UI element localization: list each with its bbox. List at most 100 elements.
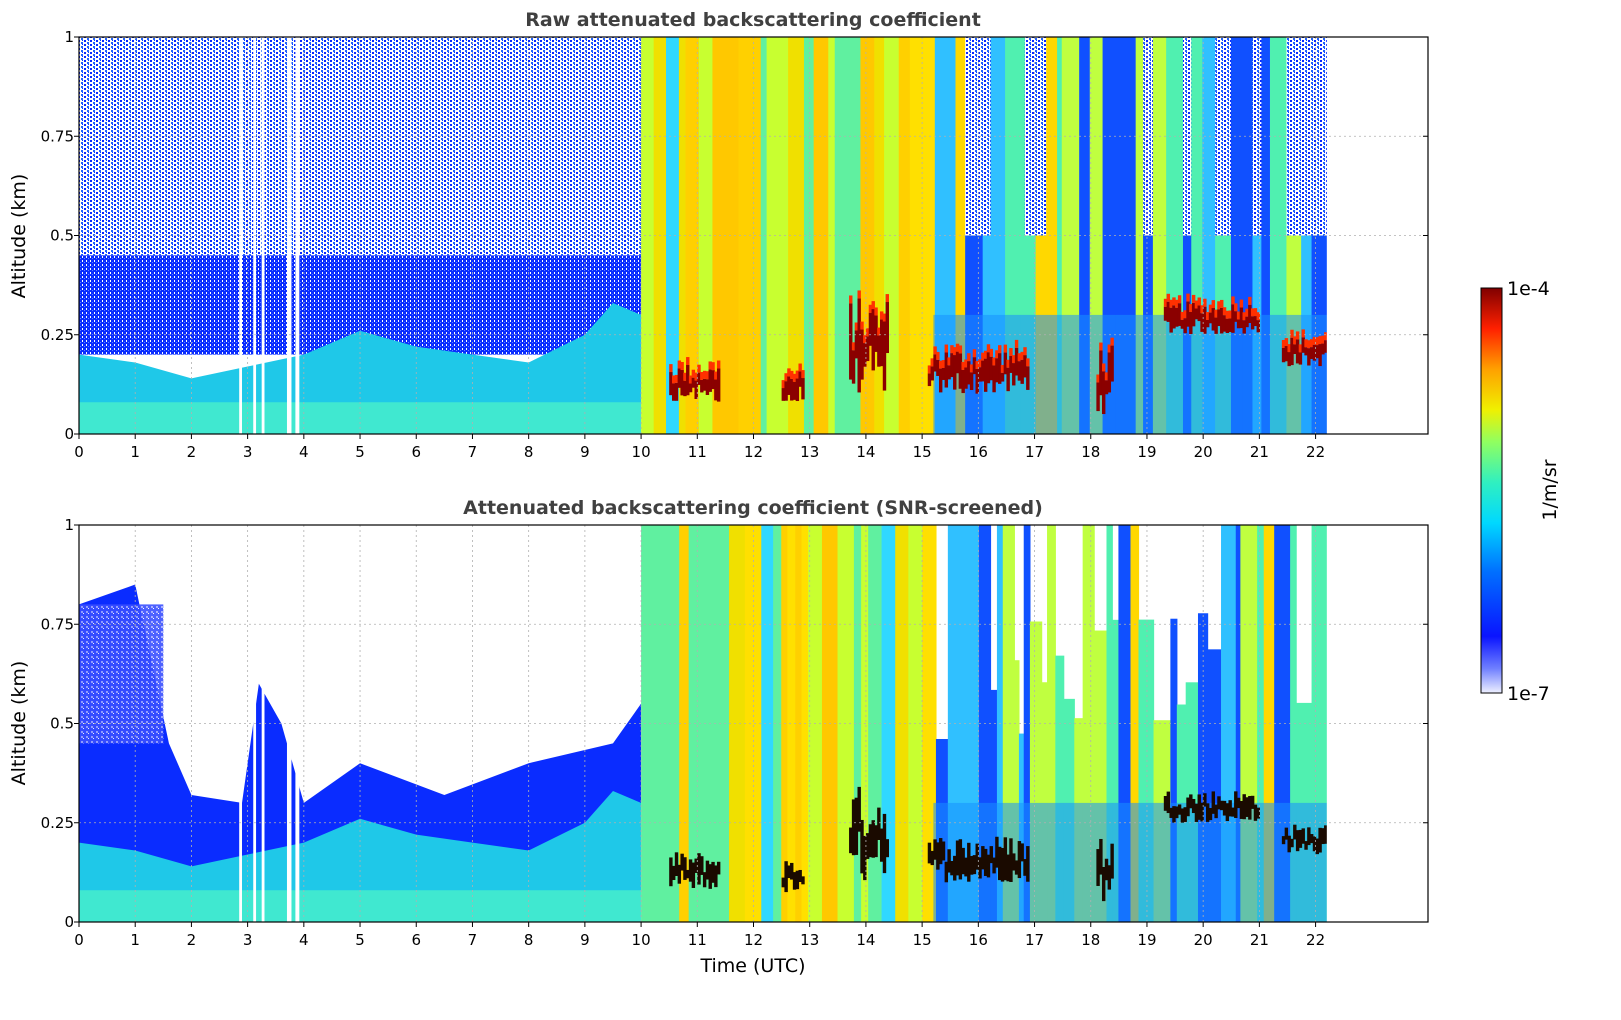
heatmap-column [1170,618,1178,922]
hot-patch [860,819,864,874]
hot-patch [683,380,687,397]
heatmap-column [1191,37,1203,434]
hot-patch-edge [1180,311,1185,320]
hot-patch [708,864,712,889]
hot-patch [1298,829,1303,848]
hot-patch [868,312,873,346]
hot-patch [953,855,957,881]
hot-patch [1211,791,1216,814]
hot-patch-edge [1242,312,1246,321]
heatmap-column [947,37,957,434]
hot-patch-edge [936,351,940,360]
hot-patch [1217,309,1221,327]
hot-patch [1006,367,1010,392]
hot-patch-edge [674,374,679,383]
hot-patch [978,857,982,879]
hot-patch [1012,363,1016,386]
hot-patch [1101,371,1106,415]
heatmap-column [795,525,803,922]
hot-patch [708,369,712,392]
hot-patch [1228,318,1232,332]
hot-patch-edge [671,375,676,384]
hot-patch [1225,803,1230,822]
hot-patch [688,859,693,882]
hot-patch [874,315,878,352]
hot-patch [955,351,960,374]
hot-patch [1298,352,1303,365]
hot-patch [1189,311,1193,335]
hot-patch-edge [1312,336,1317,345]
x-tick-label: 0 [74,443,84,461]
hot-patch [1101,867,1106,902]
heatmap-column [853,525,862,922]
hot-patch-edge [1290,329,1294,338]
hot-patch [1231,304,1235,333]
hot-patch [981,360,985,382]
hot-patch-edge [714,371,718,380]
y-tick-label: 0.75 [41,127,74,145]
hot-patch-edge [1000,364,1005,373]
hot-patch [787,376,791,395]
y-tick-label: 1 [64,516,74,534]
hot-patch [1172,806,1176,823]
x-tick-label: 18 [1081,443,1100,461]
hot-patch [989,356,993,381]
hot-patch [694,380,698,399]
hot-patch [972,357,977,375]
hot-patch-edge [849,295,853,304]
x-tick-label: 4 [299,931,309,949]
hot-patch [795,870,800,890]
hot-patch [1194,308,1199,320]
hot-patch-edge [877,327,881,336]
hot-patch-edge [784,373,788,382]
heatmap-column [641,37,655,434]
hot-patch-edge [1307,340,1311,349]
panel-raw: Raw attenuated backscattering coefficien… [8,9,1429,461]
hot-patch [877,807,881,840]
hot-patch [1014,860,1019,875]
hot-patch [798,869,802,882]
hot-patch [1250,316,1255,330]
hot-patch-edge [863,335,867,344]
hot-patch [1009,838,1013,882]
x-tick-label: 20 [1194,931,1213,949]
hot-patch-edge [669,364,673,373]
data-gap [295,525,300,922]
hot-patch [955,840,960,876]
hot-patch [1287,352,1291,367]
hot-patch [1169,807,1173,818]
hot-patch [1324,825,1328,844]
x-tick-label: 14 [856,443,875,461]
hot-patch [1295,830,1300,852]
x-tick-label: 12 [744,931,763,949]
hot-patch [798,371,802,387]
hot-patch-edge [1172,297,1176,306]
data-gap [295,37,300,434]
hot-patch-edge [1186,293,1190,302]
hot-patch [1312,344,1317,361]
heatmap-column [965,37,971,236]
panel-title: Attenuated backscattering coefficient (S… [463,497,1043,519]
hot-patch [1163,795,1168,811]
hot-patch [1104,858,1109,881]
x-tick-label: 5 [355,931,365,949]
hot-patch-edge [1231,296,1235,305]
hot-patch [1245,797,1249,817]
hot-patch-edge [930,358,934,367]
hot-patch-edge [1214,309,1218,318]
hot-patch [1217,796,1221,810]
hot-patch [854,330,859,359]
heatmap-column [714,525,730,922]
hot-patch [1197,305,1201,322]
hot-patch [1203,306,1207,334]
hot-patch-edge [787,368,791,377]
hot-patch-edge [686,357,690,366]
hot-patch-edge [680,362,684,370]
hot-patch-edge [677,360,682,369]
hot-patch-edge [1099,342,1103,351]
x-ticks: 0 1 2 3 4 5 6 7 8 9 10 11 12 13 14 15 16 17 18 19 20 21 22 [74,922,1325,949]
hot-patch [961,847,965,875]
hot-patch [790,378,794,401]
hot-patch-edge [1014,339,1019,348]
x-tick-label: 15 [913,931,932,949]
